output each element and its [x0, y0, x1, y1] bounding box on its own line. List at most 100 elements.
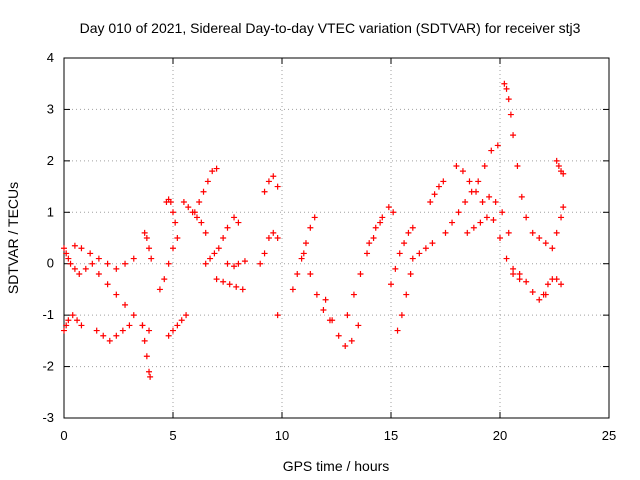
data-point — [226, 281, 233, 288]
data-point — [507, 111, 514, 118]
x-tick-label: 25 — [602, 428, 616, 443]
data-point — [104, 281, 111, 288]
series-sat-y — [409, 240, 436, 262]
data-point — [235, 260, 242, 267]
data-point — [518, 193, 525, 200]
data-point — [93, 327, 100, 334]
data-point — [479, 199, 486, 205]
x-tick-label: 0 — [60, 428, 67, 443]
data-point — [355, 322, 362, 329]
data-point — [209, 168, 216, 175]
data-point — [141, 337, 148, 344]
data-point — [89, 260, 96, 267]
series-sat-ac — [464, 214, 523, 283]
series-sat-ah — [549, 204, 567, 252]
data-point — [193, 214, 200, 221]
data-point — [220, 235, 227, 241]
data-point — [65, 317, 72, 324]
data-point — [560, 170, 567, 177]
data-point — [69, 312, 76, 319]
data-point — [63, 250, 70, 257]
data-point — [366, 240, 373, 247]
data-point — [549, 245, 556, 252]
data-point — [191, 209, 198, 216]
data-point — [440, 178, 447, 185]
data-point — [370, 235, 377, 241]
data-point — [470, 224, 477, 231]
data-point — [372, 224, 379, 231]
y-tick-label: 0 — [47, 256, 54, 271]
data-point — [505, 229, 512, 236]
data-point — [235, 219, 242, 226]
data-point — [300, 250, 307, 257]
data-point — [558, 214, 565, 221]
data-point — [322, 296, 329, 303]
data-point — [401, 240, 408, 247]
data-point — [196, 199, 203, 205]
series-sat-c — [71, 242, 137, 272]
data-point — [320, 307, 327, 313]
data-point — [126, 322, 133, 329]
data-point — [270, 229, 277, 236]
data-point — [536, 235, 543, 241]
data-point — [464, 229, 471, 236]
data-point — [529, 289, 536, 295]
data-point — [475, 178, 482, 185]
data-point — [398, 312, 405, 319]
series-sat-p — [257, 229, 281, 267]
data-point — [119, 327, 126, 334]
data-point — [113, 332, 120, 339]
data-point — [453, 163, 460, 169]
data-point — [143, 235, 150, 241]
series-sat-f — [141, 229, 155, 262]
data-point — [501, 80, 508, 87]
data-point — [200, 188, 207, 195]
data-point — [67, 260, 74, 267]
data-point — [274, 235, 281, 241]
data-point — [409, 255, 416, 262]
series-sat-ag — [553, 157, 567, 177]
data-point — [298, 255, 305, 262]
data-point — [95, 271, 102, 277]
data-point — [71, 242, 78, 249]
data-point — [555, 163, 562, 169]
data-point — [536, 296, 543, 303]
data-point — [523, 214, 530, 221]
data-point — [390, 209, 397, 216]
data-point — [87, 250, 94, 257]
data-point — [202, 229, 209, 236]
data-point — [165, 260, 172, 267]
data-point — [265, 235, 272, 241]
data-point — [503, 85, 510, 92]
data-point — [183, 312, 190, 319]
data-point — [139, 322, 146, 329]
data-point — [61, 327, 67, 334]
data-point — [63, 322, 70, 329]
data-point — [394, 327, 401, 334]
data-point — [213, 165, 220, 172]
data-point — [392, 265, 399, 272]
data-point — [357, 271, 364, 277]
y-axis-label: SDTVAR / TECUs — [5, 182, 21, 294]
data-point — [422, 245, 429, 252]
data-point — [204, 178, 211, 185]
data-point — [416, 250, 423, 257]
data-point — [172, 219, 179, 226]
data-point — [106, 337, 113, 344]
data-point — [180, 199, 187, 205]
series-sat-u — [344, 219, 384, 319]
y-tick-label: 2 — [47, 153, 54, 168]
y-tick-label: 3 — [47, 101, 54, 116]
axis-ticks — [63, 57, 610, 419]
data-point — [516, 276, 523, 283]
data-point — [174, 322, 181, 329]
data-point — [388, 281, 394, 288]
series-sat-n — [224, 258, 248, 270]
series-sat-b — [61, 312, 85, 334]
data-point — [490, 217, 497, 223]
data-point — [146, 245, 153, 252]
data-point — [560, 204, 567, 211]
data-point — [261, 188, 268, 195]
series-sat-q — [274, 312, 281, 319]
y-tick-label: 4 — [47, 50, 54, 65]
